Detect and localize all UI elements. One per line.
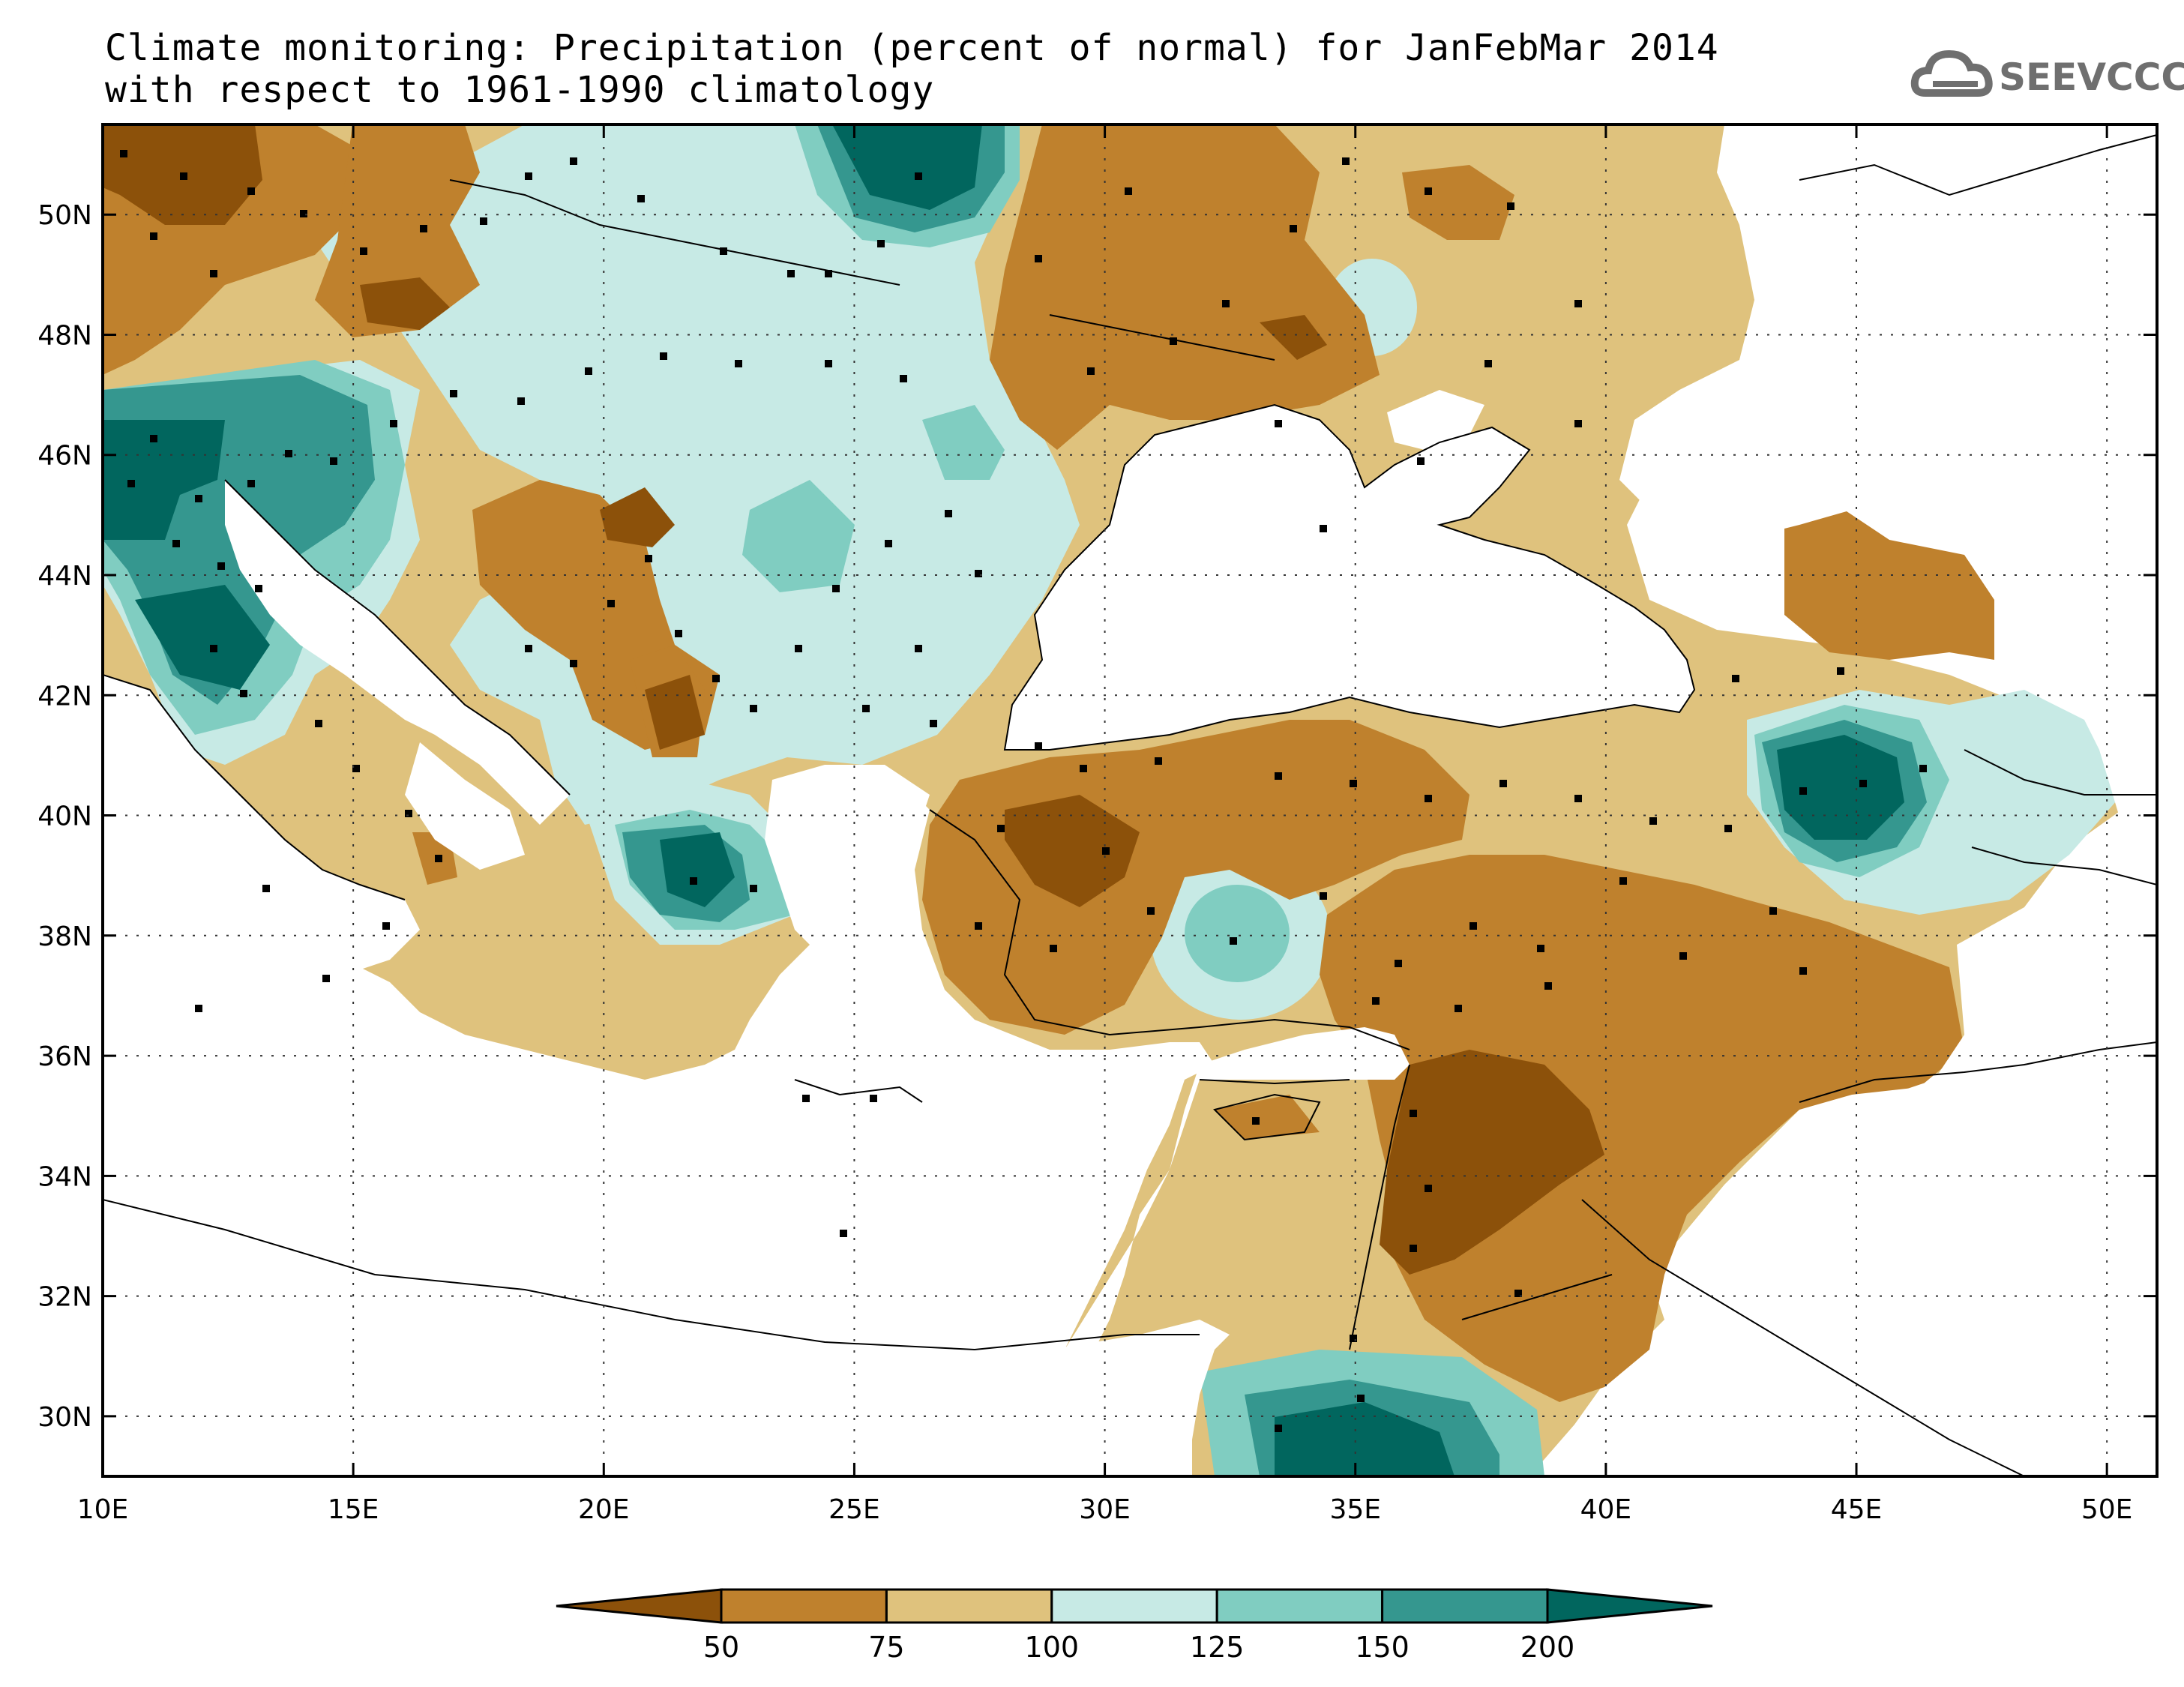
colorbar-box [885,1588,1053,1624]
lon-tick-label: 20E [578,1494,630,1525]
lat-tick-label: 48N [37,320,92,351]
colorbar-label: 75 [868,1631,904,1664]
colorbar-box [1050,1588,1218,1624]
lon-tick-label: 35E [1329,1494,1381,1525]
lat-tick-label: 40N [37,802,92,832]
map-title-line-2: with respect to 1961-1990 climatology [105,69,935,111]
colorbar-label: 50 [703,1631,739,1664]
coastlines [103,134,2157,1476]
latitude-axis: 30N 32N 34N 36N 38N 40N 42N 44N 46N 48N 50N [37,200,2157,1433]
water-mask [103,124,2157,1476]
lat-tick-label: 30N [37,1402,92,1433]
lon-tick-label: 15E [328,1494,379,1525]
map-title-line-1: Climate monitoring: Precipitation (perce… [105,27,1719,69]
lon-tick-label: 45E [1831,1494,1883,1525]
colorbar-box [1215,1588,1384,1624]
map-frame [101,123,2159,1478]
lat-tick-label: 32N [37,1282,92,1313]
colorbar-label: 125 [1190,1631,1245,1664]
lon-tick-label: 30E [1079,1494,1131,1525]
longitude-axis: 10E 15E 20E 25E 30E 35E 40E 45E 50E [77,124,2133,1525]
colorbar-arrow-low [556,1588,723,1624]
lat-tick-label: 44N [37,561,92,592]
colorbar: 50 75 100 125 150 200 [556,1588,1713,1664]
map-plot-area [103,124,2157,1476]
lat-tick-label: 50N [37,200,92,231]
colorbar-label: 200 [1520,1631,1575,1664]
station-markers [120,150,1927,1432]
colorbar-label: 150 [1355,1631,1410,1664]
lon-tick-label: 25E [828,1494,880,1525]
lon-tick-label: 50E [2081,1494,2133,1525]
logo-text: SEEVCCC [1999,55,2184,99]
colorbar-label: 100 [1025,1631,1080,1664]
graticule [103,124,2157,1476]
lat-tick-label: 34N [37,1161,92,1192]
colorbar-box [720,1588,888,1624]
colorbar-arrow-high [1546,1588,1713,1624]
lat-tick-label: 36N [37,1041,92,1072]
lat-tick-label: 46N [37,441,92,472]
cloud-icon [1910,49,1993,97]
lon-tick-label: 40E [1580,1494,1632,1525]
seevccc-logo: SEEVCCC [1910,42,2184,109]
lat-tick-label: 42N [37,681,92,712]
lat-tick-label: 38N [37,921,92,952]
colorbar-box [1381,1588,1549,1624]
lon-tick-label: 10E [77,1494,129,1525]
